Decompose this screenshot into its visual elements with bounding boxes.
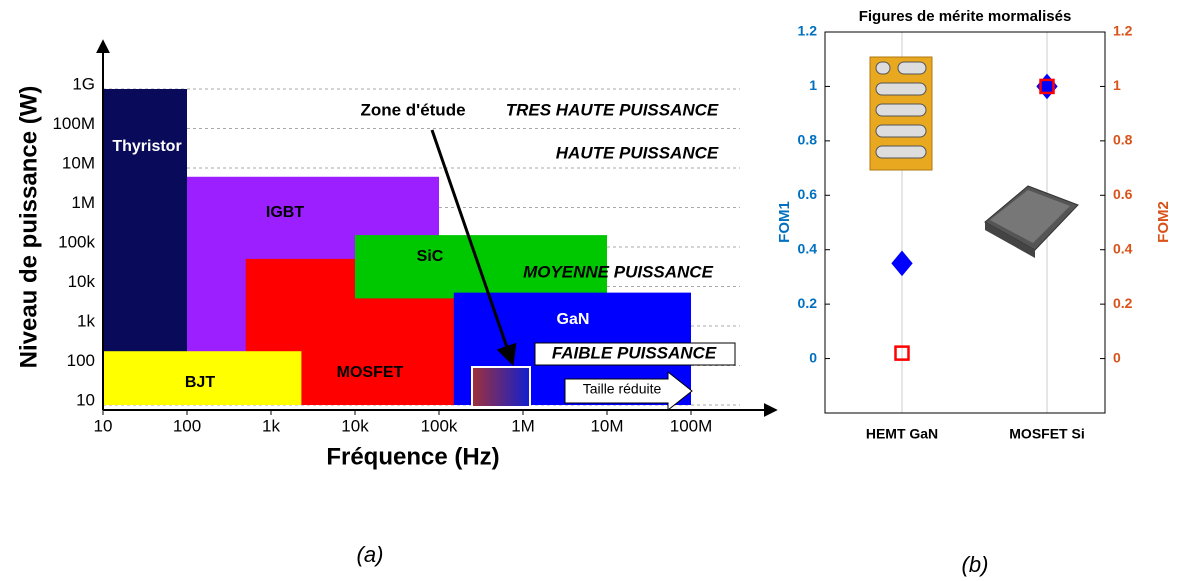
x-tick-label: 10M [590,416,623,435]
chip-finger [897,61,927,75]
y-tick-label: 1M [71,193,95,212]
y-tick-label: 0.6 [798,186,818,202]
region [103,351,302,405]
chip-finger [875,103,927,117]
y-tick-label: 1k [77,311,95,330]
x-tick-label: 100 [173,416,201,435]
plot-frame [824,31,1106,414]
y2-tick-label: 0.8 [1113,132,1133,148]
caption: (b) [962,552,989,577]
annotation: Zone d'étude [360,100,465,119]
x-tick-label: 100M [670,416,713,435]
x-tick-label: 1M [511,416,535,435]
y2-tick-label: 0.2 [1113,295,1133,311]
y-tick-label: 1.2 [798,23,818,39]
y-tick-label: 100 [67,351,95,370]
x-axis-label: Fréquence (Hz) [326,443,499,470]
x-tick-label: 10 [94,416,113,435]
y-tick-label: 10M [62,153,95,172]
y-axis-label: FOM1 [776,201,793,243]
caption: (a) [357,542,384,567]
size-arrow [564,370,693,412]
region-label: IGBT [266,204,304,221]
fom2-marker [894,345,910,361]
y-tick-label: 10k [68,272,96,291]
x-tick-label: MOSFET Si [1009,426,1084,442]
region-label: GaN [557,311,590,328]
y-tick-label: 0.2 [798,295,818,311]
chip-finger [875,82,927,96]
annotation: MOYENNE PUISSANCE [523,262,714,281]
chart-title: Figures de mérite mormalisés [859,8,1072,25]
region [355,235,607,299]
y-tick-label: 1G [72,74,95,93]
fom2-marker [1039,78,1055,95]
y2-tick-label: 0 [1113,349,1121,365]
y-tick-label: 10 [76,390,95,409]
x-tick-label: 100k [421,416,458,435]
y2-tick-label: 0.6 [1113,186,1133,202]
region-label: Thyristor [112,138,181,155]
x-tick-label: 1k [262,416,280,435]
arrow [430,129,517,366]
chart-b: Figures de mérite mormalisés HEMT GaN MOSF… [776,8,1172,577]
y-tick-label: 0.4 [798,240,818,256]
study-zone [471,366,531,408]
y-tick-label: 100M [52,114,95,133]
label-box [534,342,736,366]
mosfet-top [990,190,1070,243]
y2-tick-label: 1 [1113,77,1121,93]
chip-finger [875,145,927,159]
mosfet-side [985,222,1035,258]
y-tick-label: 0.8 [798,132,818,148]
x-tick-label: 10k [341,416,369,435]
y-tick-label: 1 [809,77,817,93]
chip-pad [875,61,891,75]
y-tick-label: 100k [58,232,95,251]
annotation: TRES HAUTE PUISSANCE [506,100,719,119]
fom1-marker [891,250,913,277]
annotation: HAUTE PUISSANCE [556,143,719,162]
region-label: SiC [417,248,444,265]
chart-a: 10 100 1k 10k 100k 1M 10M 100M 1G Thyristor IGBT MO… [15,39,778,567]
region-label: MOSFET [337,364,404,381]
annotation: Taille réduite [583,381,662,397]
x-tick-label: HEMT GaN [866,426,938,442]
region-label: BJT [185,374,215,391]
y-tick-label: 0 [809,349,817,365]
y-axis-label: Niveau de puissance (W) [15,86,42,369]
annotation: FAIBLE PUISSANCE [552,343,717,362]
y2-tick-label: 0.4 [1113,240,1133,256]
chip-finger [875,124,927,138]
y2-axis-label: FOM2 [1155,201,1172,243]
y2-tick-label: 1.2 [1113,23,1133,39]
